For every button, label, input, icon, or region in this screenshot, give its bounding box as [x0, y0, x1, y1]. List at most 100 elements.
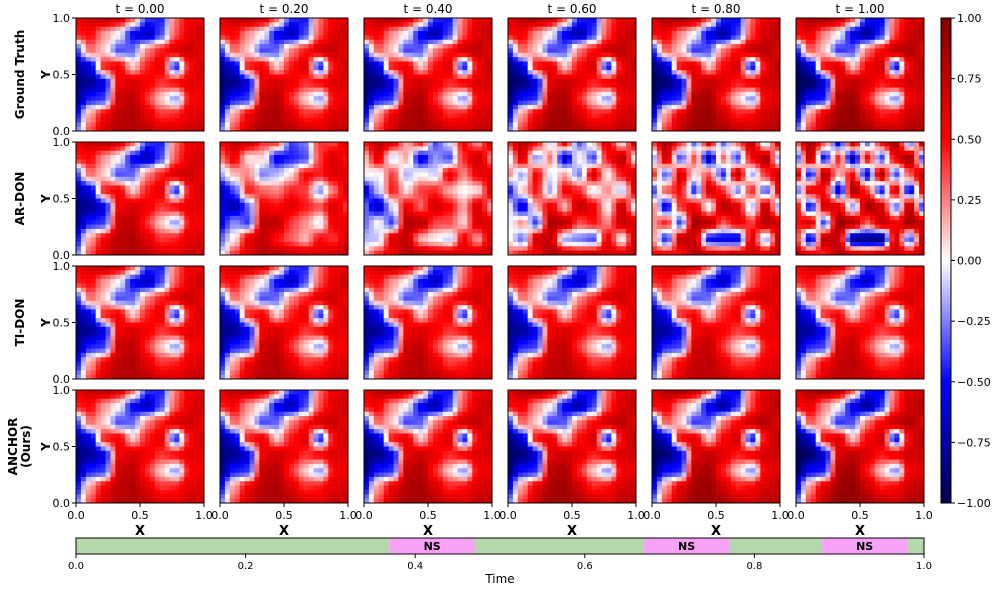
heatmap-cell: [899, 39, 905, 45]
heatmap-cell: [259, 39, 265, 45]
heatmap-cell: [174, 31, 180, 36]
heatmap-cell: [557, 65, 563, 71]
heatmap-cell: [303, 168, 310, 173]
heatmap-cell: [199, 74, 205, 80]
heatmap-cell: [706, 61, 712, 67]
heatmap-cell: [338, 74, 344, 80]
heatmap-cell: [860, 109, 866, 115]
heatmap-cell: [199, 241, 205, 247]
heatmap-cell: [140, 159, 146, 165]
heatmap-cell: [343, 70, 349, 75]
heatmap-cell: [532, 126, 538, 132]
heatmap-cell: [140, 122, 146, 128]
heatmap-cell: [810, 39, 817, 45]
heatmap-cell: [745, 26, 751, 32]
heatmap-cell: [383, 44, 390, 49]
heatmap-cell: [239, 150, 246, 156]
heatmap-cell: [740, 109, 746, 115]
heatmap-cell: [303, 91, 310, 97]
heatmap-cell: [889, 57, 895, 62]
heatmap-cell: [199, 198, 205, 204]
heatmap-cell: [840, 70, 846, 75]
heatmap-cell: [269, 22, 275, 28]
heatmap-cell: [864, 52, 871, 58]
heatmap-cell: [447, 104, 454, 110]
heatmap-cell: [919, 18, 925, 23]
heatmap-cell: [835, 44, 841, 49]
heatmap-cell: [364, 52, 370, 58]
heatmap-cell: [860, 96, 866, 101]
heatmap-cell: [284, 96, 290, 101]
heatmap-cell: [174, 215, 180, 221]
heatmap-cell: [840, 35, 846, 41]
heatmap-cell: [522, 22, 529, 28]
heatmap-cell: [909, 83, 915, 88]
heatmap-cell: [432, 22, 439, 28]
heatmap-cell: [676, 31, 682, 36]
heatmap-cell: [805, 65, 812, 71]
heatmap-cell: [477, 104, 483, 110]
heatmap-cell: [144, 126, 151, 132]
heatmap-cell: [661, 96, 668, 101]
heatmap-cell: [149, 241, 156, 247]
heatmap-cell: [144, 194, 151, 199]
heatmap-cell: [279, 18, 285, 23]
heatmap-cell: [626, 18, 632, 23]
heatmap-cell: [606, 117, 612, 123]
heatmap-cell: [452, 35, 458, 41]
heatmap-cell: [730, 48, 737, 54]
heatmap-cell: [174, 194, 180, 199]
heatmap-cell: [110, 189, 116, 195]
heatmap-cell: [562, 122, 568, 128]
heatmap-cell: [164, 155, 170, 160]
heatmap-cell: [135, 215, 141, 221]
heatmap-cell: [338, 104, 344, 110]
heatmap-cell: [130, 237, 136, 243]
heatmap-cell: [105, 194, 111, 199]
heatmap-cell: [199, 155, 205, 160]
heatmap-cell: [527, 126, 534, 132]
row-label: Ground Truth: [13, 30, 27, 119]
heatmap-cell: [462, 61, 468, 67]
heatmap-panel: [795, 17, 925, 132]
heatmap-cell: [169, 117, 175, 123]
heatmap-cell: [169, 150, 175, 156]
heatmap-cell: [80, 57, 87, 62]
heatmap-cell: [467, 65, 473, 71]
heatmap-cell: [398, 78, 404, 84]
heatmap-cell: [76, 96, 82, 101]
heatmap-cell: [159, 57, 166, 62]
heatmap-cell: [343, 142, 349, 147]
heatmap-cell: [364, 22, 370, 28]
heatmap-cell: [830, 91, 836, 97]
heatmap-cell: [616, 52, 622, 58]
heatmap-cell: [735, 65, 742, 71]
heatmap-cell: [567, 104, 573, 110]
heatmap-cell: [517, 52, 524, 58]
heatmap-cell: [189, 31, 195, 36]
heatmap-cell: [120, 26, 126, 32]
heatmap-cell: [765, 91, 771, 97]
heatmap-cell: [80, 87, 87, 93]
heatmap-cell: [567, 78, 573, 84]
heatmap-cell: [666, 96, 673, 101]
heatmap-cell: [914, 113, 920, 119]
heatmap-cell: [745, 122, 751, 128]
heatmap-cell: [244, 172, 250, 178]
heatmap-cell: [805, 31, 812, 36]
heatmap-cell: [288, 172, 295, 178]
heatmap-cell: [532, 44, 538, 49]
heatmap-cell: [874, 65, 881, 71]
heatmap-cell: [274, 52, 280, 58]
heatmap-cell: [313, 78, 319, 84]
heatmap-cell: [244, 163, 250, 169]
heatmap-cell: [298, 44, 305, 49]
heatmap-cell: [919, 126, 925, 132]
heatmap-cell: [423, 96, 429, 101]
heatmap-cell: [288, 87, 295, 93]
heatmap-cell: [447, 22, 454, 28]
heatmap-cell: [760, 74, 766, 80]
heatmap-cell: [472, 91, 478, 97]
heatmap-cell: [408, 35, 414, 41]
heatmap-cell: [383, 83, 390, 88]
